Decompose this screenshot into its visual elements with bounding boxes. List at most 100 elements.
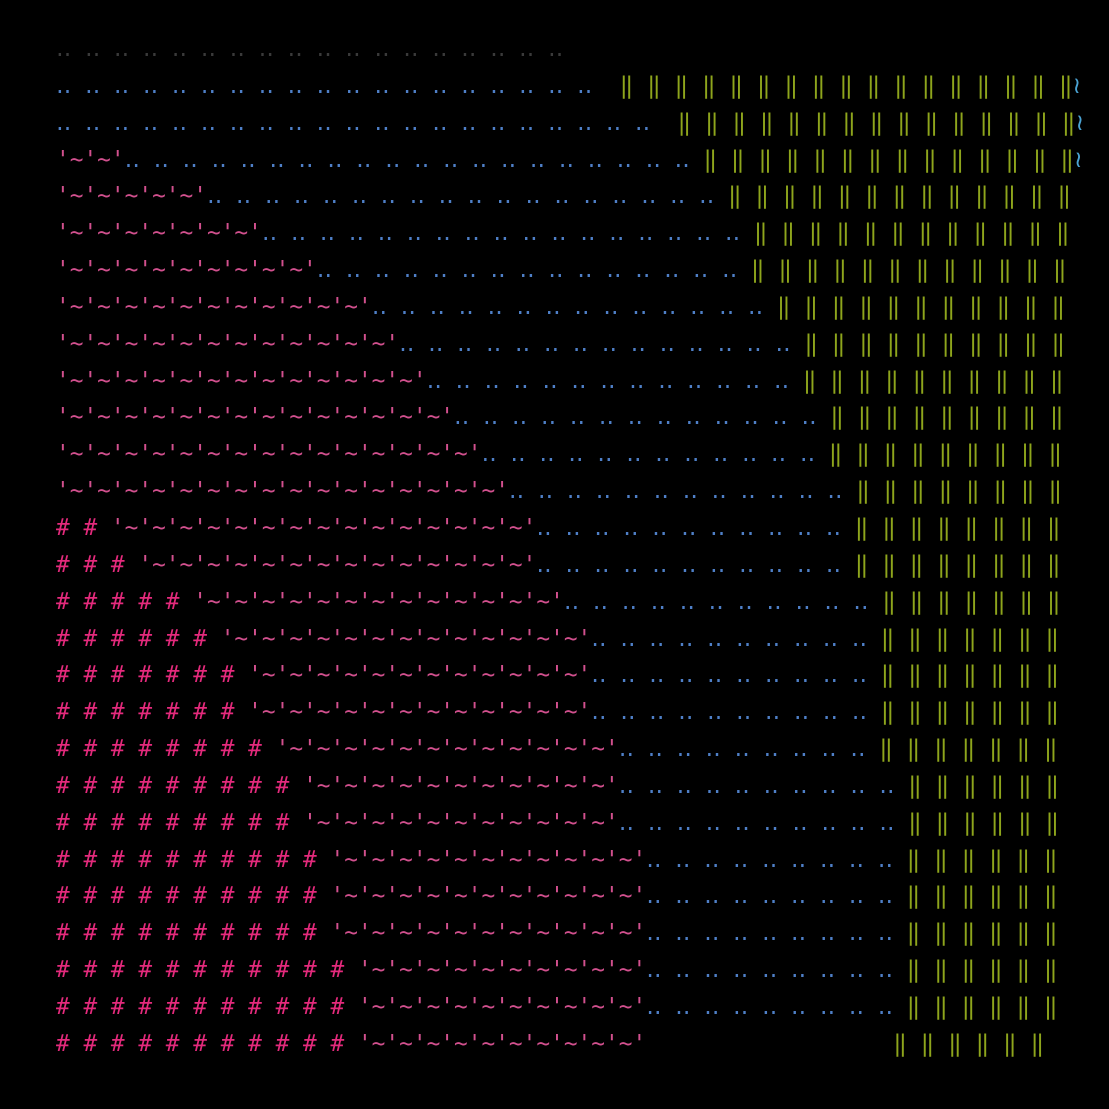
tail-segment: ≀	[1075, 109, 1085, 136]
wave-segment: '~'~'~'~'~'~'~'~'~'~'~'~'~'~'	[138, 551, 537, 578]
dots-segment: ‥ ‥ ‥ ‥ ‥ ‥ ‥ ‥ ‥ ‥ ‥	[563, 588, 883, 615]
wave-segment: '~'~'~'~'~'~'~'~'~'~'~'~'~'~'~'	[56, 441, 482, 468]
bars-segment: ‖ ‖ ‖ ‖ ‖ ‖	[908, 772, 1060, 799]
text-row: # # # # # # # # # # # '~'~'~'~'~'~'~'~'~…	[56, 989, 1109, 1026]
text-row: # # # # # # # # # # # '~'~'~'~'~'~'~'~'~…	[56, 952, 1109, 989]
text-row: # # # '~'~'~'~'~'~'~'~'~'~'~'~'~'~'‥ ‥ ‥…	[56, 547, 1109, 584]
hash-segment: # # # # # # # #	[56, 736, 276, 763]
text-row: '~'~'~'~'~'~'~'~'~'~'~'‥ ‥ ‥ ‥ ‥ ‥ ‥ ‥ ‥…	[56, 289, 1109, 326]
dots-segment: ‥ ‥ ‥ ‥ ‥ ‥ ‥ ‥ ‥	[646, 920, 907, 947]
bars-segment: ‖ ‖ ‖ ‖ ‖ ‖ ‖ ‖ ‖ ‖	[804, 330, 1066, 357]
dots-segment: ‥ ‥ ‥ ‥ ‥ ‥ ‥ ‥ ‥ ‥ ‥ ‥	[508, 478, 857, 505]
text-row: '~'~'~'~'~'~'~'~'~'~'~'~'‥ ‥ ‥ ‥ ‥ ‥ ‥ ‥…	[56, 326, 1109, 363]
bars-segment: ‖ ‖ ‖ ‖ ‖ ‖ ‖	[879, 736, 1058, 763]
bars-segment: ‖ ‖ ‖ ‖ ‖ ‖ ‖	[882, 588, 1061, 615]
bars-segment: ‖ ‖ ‖ ‖ ‖ ‖	[906, 846, 1058, 873]
hash-segment: # # # # # #	[56, 625, 221, 652]
wave-segment: '~'~'~'~'~'~'~'~'~'~'~'	[303, 809, 619, 836]
text-row: '~'~'~'~'~'~'~'~'~'~'~'~'~'~'~'‥ ‥ ‥ ‥ ‥…	[56, 436, 1109, 473]
wave-segment: '~'~'~'~'~'~'~'~'~'~'~'	[56, 293, 372, 320]
bars-segment: ‖ ‖ ‖ ‖ ‖ ‖ ‖	[880, 699, 1060, 726]
dots-segment: ‥ ‥ ‥ ‥ ‥ ‥ ‥ ‥ ‥	[646, 846, 907, 873]
text-row: '~'~'‥ ‥ ‥ ‥ ‥ ‥ ‥ ‥ ‥ ‥ ‥ ‥ ‥ ‥ ‥ ‥ ‥ ‥…	[56, 142, 1109, 179]
text-row: '~'~'~'~'~'‥ ‥ ‥ ‥ ‥ ‥ ‥ ‥ ‥ ‥ ‥ ‥ ‥ ‥ ‥…	[56, 178, 1109, 215]
hash-segment: # # # # # # # # # # #	[56, 957, 358, 984]
wave-segment: '~'~'~'~'~'~'~'~'~'~'~'~'	[248, 699, 592, 726]
bars-segment: ‖ ‖ ‖ ‖ ‖ ‖ ‖ ‖ ‖ ‖ ‖ ‖	[753, 220, 1070, 247]
text-row: # # # # # # # # # # # '~'~'~'~'~'~'~'~'~…	[56, 1026, 1109, 1063]
wave-segment: '~'~'~'~'~'~'~'~'~'~'~'~'	[248, 662, 592, 689]
dots-segment: ‥ ‥ ‥ ‥ ‥ ‥ ‥ ‥ ‥ ‥ ‥ ‥ ‥ ‥	[399, 330, 805, 357]
dots-segment: ‥ ‥ ‥ ‥ ‥ ‥ ‥ ‥ ‥ ‥ ‥	[536, 551, 855, 578]
wave-segment: '~'~'~'~'~'~'~'~'~'	[56, 257, 317, 284]
hash-segment: # # # # # # #	[56, 699, 249, 726]
text-row: # # # # # # # '~'~'~'~'~'~'~'~'~'~'~'~'‥…	[56, 657, 1109, 694]
dots-segment: ‥ ‥ ‥ ‥ ‥ ‥ ‥ ‥ ‥ ‥	[618, 772, 909, 799]
dots-segment: ‥ ‥ ‥ ‥ ‥ ‥ ‥ ‥ ‥ ‥ ‥ ‥ ‥ ‥	[371, 293, 777, 320]
text-row: # # # # # # # # # '~'~'~'~'~'~'~'~'~'~'~…	[56, 768, 1109, 805]
text-row: '~'~'~'~'~'~'~'‥ ‥ ‥ ‥ ‥ ‥ ‥ ‥ ‥ ‥ ‥ ‥ ‥…	[56, 215, 1109, 252]
text-row: # # # # # # # # # '~'~'~'~'~'~'~'~'~'~'~…	[56, 805, 1109, 842]
text-row: # # '~'~'~'~'~'~'~'~'~'~'~'~'~'~'~'‥ ‥ ‥…	[56, 510, 1109, 547]
dots-segment: ‥ ‥ ‥ ‥ ‥ ‥ ‥ ‥ ‥	[618, 736, 880, 763]
bars-segment: ‖ ‖ ‖ ‖ ‖ ‖ ‖	[880, 625, 1060, 652]
hash-segment: # # #	[56, 551, 139, 578]
hash-segment: # # # # #	[56, 588, 194, 615]
bars-segment: ‖ ‖ ‖ ‖ ‖ ‖	[646, 1030, 1045, 1057]
tail-segment: ≀	[1072, 72, 1082, 99]
bars-segment: ‖ ‖ ‖ ‖ ‖ ‖ ‖ ‖ ‖ ‖	[802, 367, 1064, 394]
dots-segment: ‥ ‥ ‥ ‥ ‥ ‥ ‥ ‥ ‥ ‥	[618, 809, 909, 836]
hash-segment: # # # # # # # # # #	[56, 883, 331, 910]
wave-segment: '~'~'~'~'~'~'~'~'~'~'~'~'~'~'	[56, 404, 455, 431]
text-row: # # # # # # '~'~'~'~'~'~'~'~'~'~'~'~'~'‥…	[56, 621, 1109, 658]
bars-segment: ‖ ‖ ‖ ‖ ‖ ‖	[906, 883, 1058, 910]
text-row: '~'~'~'~'~'~'~'~'~'‥ ‥ ‥ ‥ ‥ ‥ ‥ ‥ ‥ ‥ ‥…	[56, 252, 1109, 289]
bars-segment: ‖ ‖ ‖ ‖ ‖ ‖ ‖ ‖ ‖ ‖ ‖ ‖ ‖	[727, 183, 1072, 210]
wave-segment: '~'~'	[56, 146, 125, 173]
wave-segment: '~'~'~'~'~'~'~'~'~'~'~'~'	[275, 736, 619, 763]
text-row: # # # # # # # # '~'~'~'~'~'~'~'~'~'~'~'~…	[56, 731, 1109, 768]
hash-segment: # # # # # # # # # # #	[56, 993, 358, 1020]
wave-segment: '~'~'~'~'~'~'~'~'~'~'~'~'	[56, 330, 400, 357]
bars-segment: ‖ ‖ ‖ ‖ ‖ ‖ ‖ ‖ ‖ ‖ ‖ ‖ ‖ ‖ ‖	[677, 109, 1076, 136]
wave-segment: '~'~'~'~'~'~'~'~'~'~'	[357, 1030, 647, 1057]
dots-segment: ‥ ‥ ‥ ‥ ‥ ‥ ‥ ‥ ‥ ‥ ‥ ‥	[481, 441, 829, 468]
dots-segment: ‥ ‥ ‥ ‥ ‥ ‥ ‥ ‥ ‥ ‥ ‥ ‥ ‥ ‥ ‥ ‥ ‥ ‥	[206, 183, 728, 210]
hash-segment: # # # # # # # # #	[56, 772, 304, 799]
hash-segment: # # # # # # # # # #	[56, 846, 331, 873]
bars-segment: ‖ ‖ ‖ ‖ ‖ ‖	[908, 809, 1060, 836]
dots-segment: ‥ ‥ ‥ ‥ ‥ ‥ ‥ ‥ ‥ ‥ ‥ ‥ ‥ ‥ ‥ ‥ ‥	[261, 220, 754, 247]
text-row: '~'~'~'~'~'~'~'~'~'~'~'~'~'~'‥ ‥ ‥ ‥ ‥ ‥…	[56, 399, 1109, 436]
bars-segment: ‖ ‖ ‖ ‖ ‖ ‖	[906, 993, 1058, 1020]
bars-segment: ‖ ‖ ‖ ‖ ‖ ‖ ‖ ‖ ‖	[828, 441, 1063, 468]
hash-segment: # # # # # # # # #	[56, 809, 304, 836]
text-row: ‥ ‥ ‥ ‥ ‥ ‥ ‥ ‥ ‥ ‥ ‥ ‥ ‥ ‥ ‥ ‥ ‥ ‥	[56, 31, 1109, 68]
bars-segment: ‖ ‖ ‖ ‖ ‖ ‖	[906, 920, 1058, 947]
wave-segment: '~'~'~'~'~'~'~'~'~'~'~'	[330, 883, 647, 910]
wave-segment: '~'~'~'~'~'~'~'~'~'~'~'	[303, 772, 619, 799]
dots-segment: ‥ ‥ ‥ ‥ ‥ ‥ ‥ ‥ ‥	[646, 957, 907, 984]
bars-segment: ‖ ‖ ‖ ‖ ‖ ‖ ‖ ‖	[854, 514, 1061, 541]
wave-segment: '~'~'~'~'~'~'~'~'~'~'~'~'~'~'~'~'	[56, 478, 509, 505]
text-row: # # # # # # # '~'~'~'~'~'~'~'~'~'~'~'~'‥…	[56, 694, 1109, 731]
wave-segment: '~'~'~'~'~'~'~'~'~'~'~'~'~'	[193, 588, 564, 615]
bars-segment: ‖ ‖ ‖ ‖ ‖ ‖ ‖ ‖ ‖ ‖ ‖ ‖ ‖ ‖ ‖ ‖ ‖	[619, 72, 1073, 99]
wave-segment: '~'~'~'~'~'~'~'~'~'~'~'~'~'	[56, 367, 427, 394]
text-row: # # # # # # # # # # '~'~'~'~'~'~'~'~'~'~…	[56, 878, 1109, 915]
wave-segment: '~'~'~'~'~'~'~'~'~'~'	[357, 957, 647, 984]
bars-segment: ‖ ‖ ‖ ‖ ‖ ‖ ‖ ‖ ‖	[830, 404, 1064, 431]
text-row: # # # # # # # # # # '~'~'~'~'~'~'~'~'~'~…	[56, 842, 1109, 879]
wave-segment: '~'~'~'~'~'~'~'~'~'~'~'	[330, 846, 647, 873]
dots-segment: ‥ ‥ ‥ ‥ ‥ ‥ ‥ ‥ ‥ ‥	[591, 662, 881, 689]
hash-segment: # # # # # # # # # # #	[56, 1030, 358, 1057]
hash-segment: # # # # # # #	[56, 662, 249, 689]
dots-segment: ‥ ‥ ‥ ‥ ‥ ‥ ‥ ‥ ‥ ‥ ‥	[536, 514, 855, 541]
bars-segment: ‖ ‖ ‖ ‖ ‖ ‖	[906, 957, 1058, 984]
dots-segment: ‥ ‥ ‥ ‥ ‥ ‥ ‥ ‥ ‥ ‥ ‥ ‥ ‥ ‥ ‥ ‥ ‥ ‥ ‥ ‥	[124, 146, 704, 173]
wave-segment: '~'~'~'~'~'	[56, 183, 207, 210]
bars-segment: ‖ ‖ ‖ ‖ ‖ ‖ ‖ ‖ ‖ ‖ ‖ ‖ ‖ ‖	[703, 146, 1075, 173]
bars-segment: ‖ ‖ ‖ ‖ ‖ ‖ ‖ ‖	[854, 551, 1061, 578]
text-row: ‥ ‥ ‥ ‥ ‥ ‥ ‥ ‥ ‥ ‥ ‥ ‥ ‥ ‥ ‥ ‥ ‥ ‥ ‥ ‥ …	[56, 105, 1109, 142]
dots-segment: ‥ ‥ ‥ ‥ ‥ ‥ ‥ ‥ ‥ ‥ ‥ ‥ ‥ ‥ ‥	[316, 257, 751, 284]
